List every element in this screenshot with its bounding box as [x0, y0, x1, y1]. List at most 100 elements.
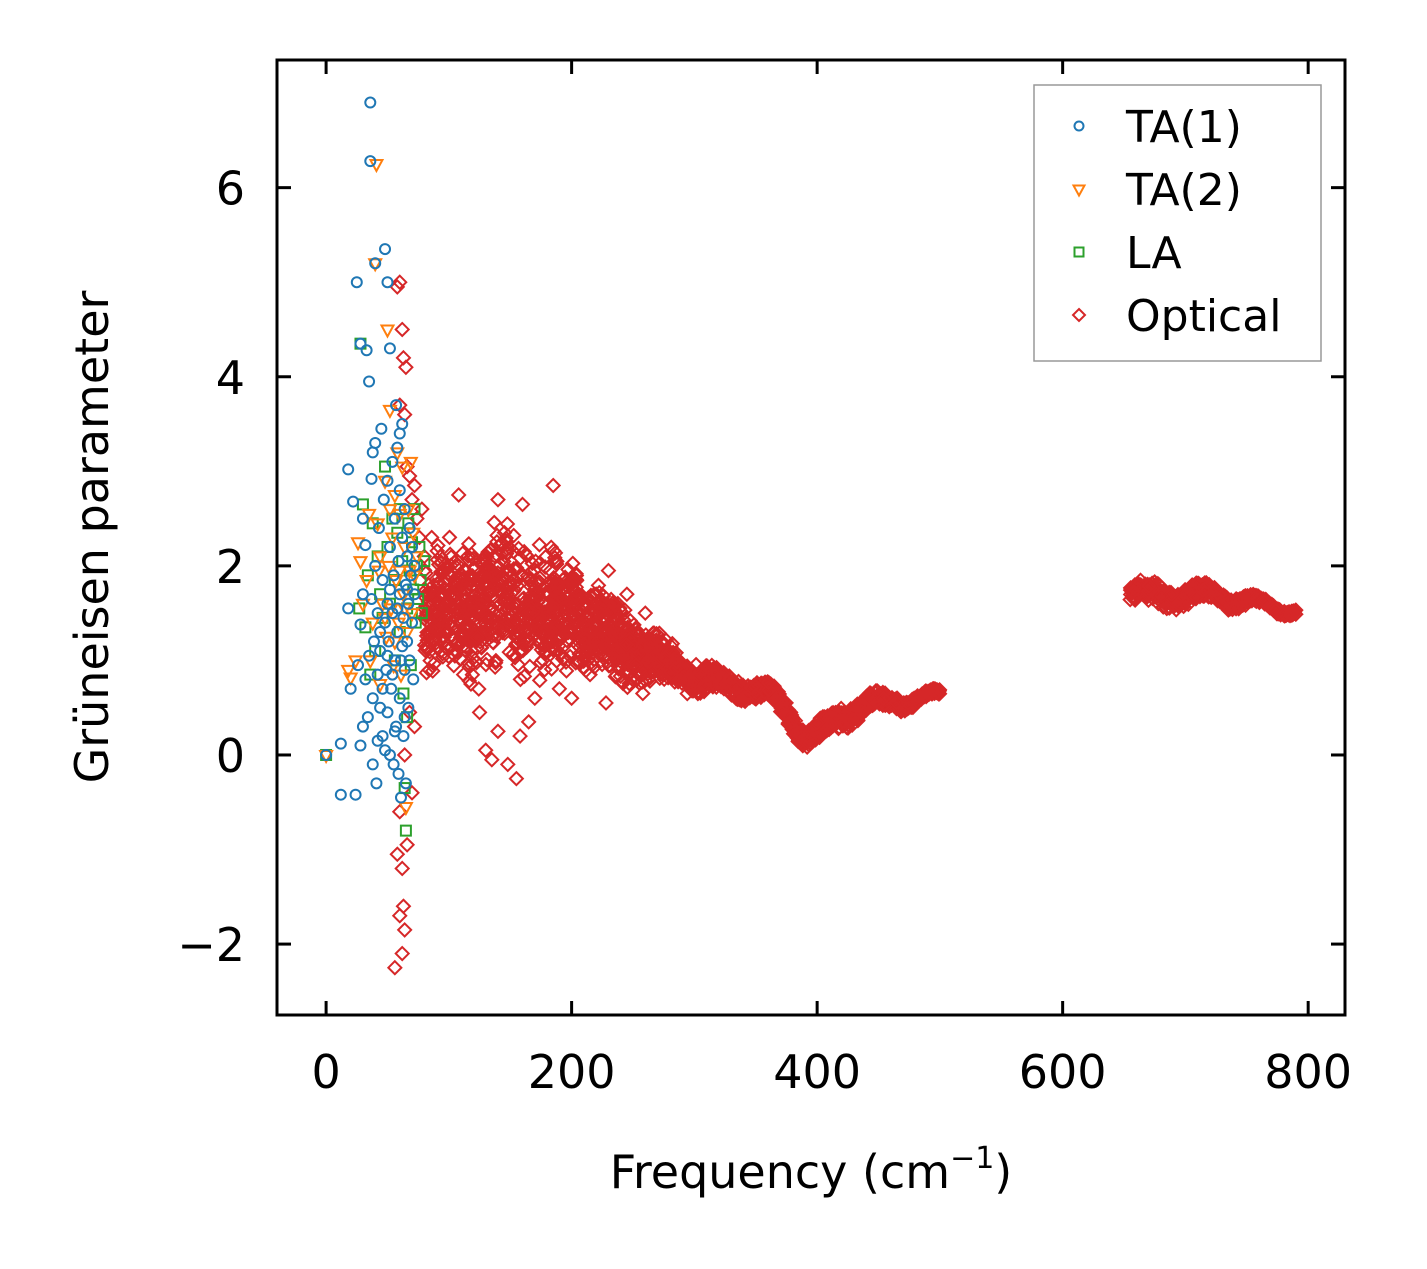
point-ta-1- — [396, 418, 409, 431]
point-optical — [554, 650, 571, 667]
point-optical — [470, 681, 487, 697]
point-optical — [551, 587, 568, 604]
x-axis-label-end: ) — [994, 1145, 1012, 1199]
point-optical — [563, 595, 580, 612]
point-optical — [395, 898, 412, 915]
point-ta-1- — [406, 540, 419, 553]
point-ta-1- — [390, 399, 403, 412]
point-optical — [562, 623, 578, 640]
point-optical — [471, 704, 488, 721]
point-optical — [482, 542, 498, 559]
axis-ticks: 0 200 400 600 800 −2 0 2 4 6 — [177, 60, 1352, 1099]
point-optical — [548, 653, 565, 669]
point-optical — [477, 742, 494, 759]
point-optical — [813, 718, 829, 735]
point-optical — [644, 664, 660, 680]
point-ta-2- — [388, 575, 404, 590]
point-optical — [389, 846, 406, 863]
y-tick-label: 0 — [216, 729, 245, 783]
point-optical — [591, 642, 607, 659]
point-optical — [648, 657, 665, 674]
point-ta-1- — [342, 463, 355, 476]
point-ta-1- — [366, 446, 379, 459]
point-optical — [1125, 579, 1142, 596]
point-optical — [419, 613, 435, 630]
point-optical — [1148, 586, 1164, 603]
point-optical — [394, 945, 411, 962]
point-optical — [522, 564, 539, 581]
point-optical — [429, 551, 446, 568]
point-optical — [456, 642, 473, 659]
point-ta-1- — [402, 597, 415, 610]
point-ta-2- — [371, 565, 387, 580]
point-ta-1- — [359, 539, 372, 552]
point-ta-2- — [372, 551, 388, 566]
point-optical — [443, 549, 460, 565]
point-optical — [809, 715, 825, 731]
point-ta-1- — [360, 344, 373, 357]
legend-marker — [1071, 184, 1087, 198]
point-optical — [591, 638, 608, 655]
point-optical — [406, 477, 423, 494]
point-optical — [572, 630, 588, 646]
point-optical — [429, 543, 446, 559]
legend-marker — [1071, 307, 1087, 323]
point-optical — [598, 635, 615, 652]
point-optical — [518, 546, 534, 563]
point-optical — [483, 583, 500, 600]
point-optical — [626, 616, 642, 633]
legend-item-optical: Optical — [1071, 291, 1281, 342]
point-ta-1- — [376, 682, 389, 695]
point-optical — [547, 544, 564, 561]
point-ta-1- — [369, 559, 382, 572]
point-optical — [396, 921, 413, 938]
point-optical — [544, 598, 561, 615]
legend-item-ta-1-: TA(1) — [1073, 102, 1242, 153]
point-optical — [589, 634, 606, 651]
point-optical — [621, 675, 638, 692]
point-optical — [477, 615, 494, 632]
point-ta-1- — [399, 578, 412, 591]
point-optical — [670, 673, 687, 689]
point-ta-1- — [347, 495, 360, 508]
point-ta-2- — [405, 527, 421, 542]
point-optical — [515, 642, 531, 659]
point-optical — [440, 583, 457, 600]
point-optical — [568, 579, 585, 596]
point-optical — [394, 321, 411, 338]
point-optical — [499, 516, 516, 532]
point-optical — [888, 700, 905, 717]
point-optical — [743, 679, 760, 696]
point-ta-1- — [367, 635, 380, 648]
point-optical — [492, 620, 509, 636]
point-optical — [457, 591, 474, 608]
point-ta-1- — [365, 472, 378, 485]
point-ta-1- — [381, 706, 394, 719]
point-optical — [1126, 590, 1142, 607]
point-optical — [1153, 588, 1170, 604]
point-optical — [553, 621, 570, 638]
point-ta-1- — [386, 455, 399, 468]
point-optical — [421, 661, 438, 678]
point-optical — [508, 770, 525, 787]
point-optical — [834, 712, 851, 729]
y-tick-label: 4 — [216, 351, 245, 405]
point-optical — [564, 555, 581, 572]
x-axis-label-main: Frequency (cm — [610, 1145, 950, 1199]
point-optical — [487, 652, 504, 669]
point-optical — [1273, 603, 1289, 620]
point-ta-2- — [342, 672, 359, 687]
point-optical — [618, 661, 635, 678]
point-optical — [881, 689, 898, 706]
series-optical — [386, 274, 1304, 976]
point-optical — [760, 674, 777, 691]
point-optical — [697, 678, 714, 695]
point-optical — [856, 697, 873, 714]
point-optical — [468, 654, 485, 671]
point-optical — [450, 487, 467, 503]
point-optical — [501, 644, 518, 661]
point-optical — [441, 529, 458, 546]
point-ta-1- — [374, 626, 387, 639]
